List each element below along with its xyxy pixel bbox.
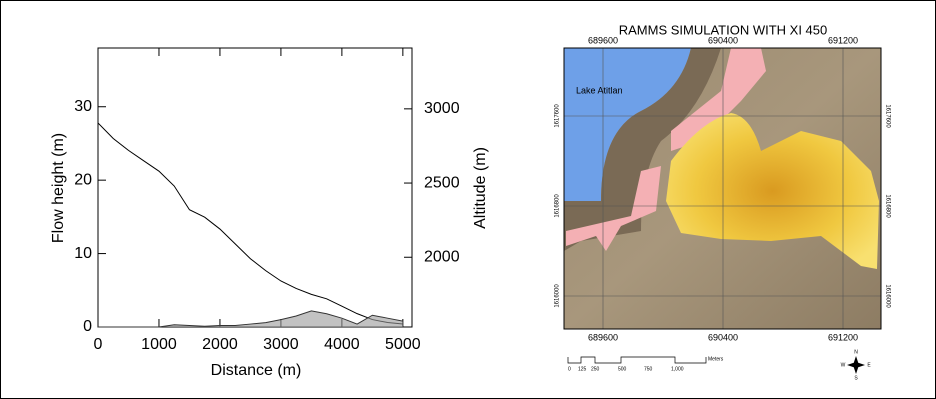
x-tick-label: 3000 bbox=[263, 336, 299, 353]
plot-frame bbox=[98, 48, 412, 327]
x-axis-title: Distance (m) bbox=[211, 362, 302, 379]
x-tick-label: 5000 bbox=[385, 336, 421, 353]
compass-label: S bbox=[854, 375, 858, 381]
y2-axis-title: Altitude (m) bbox=[472, 147, 489, 229]
northing-label: 1616800 bbox=[884, 194, 890, 218]
compass bbox=[847, 356, 865, 374]
scale-label: 125 bbox=[578, 366, 587, 372]
map: RAMMS SIMULATION WITH XI 450 689600 6904… bbox=[555, 22, 891, 381]
x-tick-label: 0 bbox=[94, 336, 103, 353]
easting-label: 690400 bbox=[708, 332, 738, 342]
northing-label: 1617600 bbox=[884, 104, 890, 128]
y-tick-label: 0 bbox=[83, 318, 92, 335]
compass-label: N bbox=[854, 349, 858, 355]
y-tick-label: 20 bbox=[74, 171, 92, 188]
scale-label: 750 bbox=[644, 366, 653, 372]
northing-label: 1616000 bbox=[555, 284, 561, 308]
x-tick-label: 2000 bbox=[202, 336, 238, 353]
x-tick-label: 4000 bbox=[324, 336, 360, 353]
scale-unit: Meters bbox=[708, 356, 724, 362]
easting-label: 691200 bbox=[828, 332, 858, 342]
scale-label: 1,000 bbox=[671, 366, 684, 372]
chart: RAMMS SIMULATION WITH XI 450 689600 6904… bbox=[1, 1, 935, 398]
figure: RAMMS SIMULATION WITH XI 450 689600 6904… bbox=[0, 0, 936, 399]
easting-label: 691200 bbox=[828, 35, 858, 45]
scale-label: 250 bbox=[591, 366, 600, 372]
easting-label: 690400 bbox=[708, 35, 738, 45]
scale-label: 0 bbox=[568, 366, 571, 372]
y2-tick-label: 3000 bbox=[424, 100, 460, 117]
easting-label: 689600 bbox=[588, 332, 618, 342]
northing-label: 1617600 bbox=[555, 104, 561, 128]
scale-bar bbox=[568, 357, 706, 363]
place-label: Lake Atitlan bbox=[576, 85, 623, 95]
compass-label: W bbox=[841, 362, 846, 368]
northing-label: 1616800 bbox=[555, 194, 561, 218]
easting-label: 689600 bbox=[588, 35, 618, 45]
scale-label: 500 bbox=[618, 366, 627, 372]
x-tick-label: 1000 bbox=[141, 336, 177, 353]
compass-label: E bbox=[867, 362, 871, 368]
northing-label: 1616000 bbox=[884, 284, 890, 308]
y2-tick-label: 2500 bbox=[424, 174, 460, 191]
y-axis-title: Flow height (m) bbox=[50, 133, 67, 243]
y2-tick-label: 2000 bbox=[424, 248, 460, 265]
series-line bbox=[98, 123, 403, 324]
y-tick-label: 30 bbox=[74, 98, 92, 115]
y-tick-label: 10 bbox=[74, 245, 92, 262]
